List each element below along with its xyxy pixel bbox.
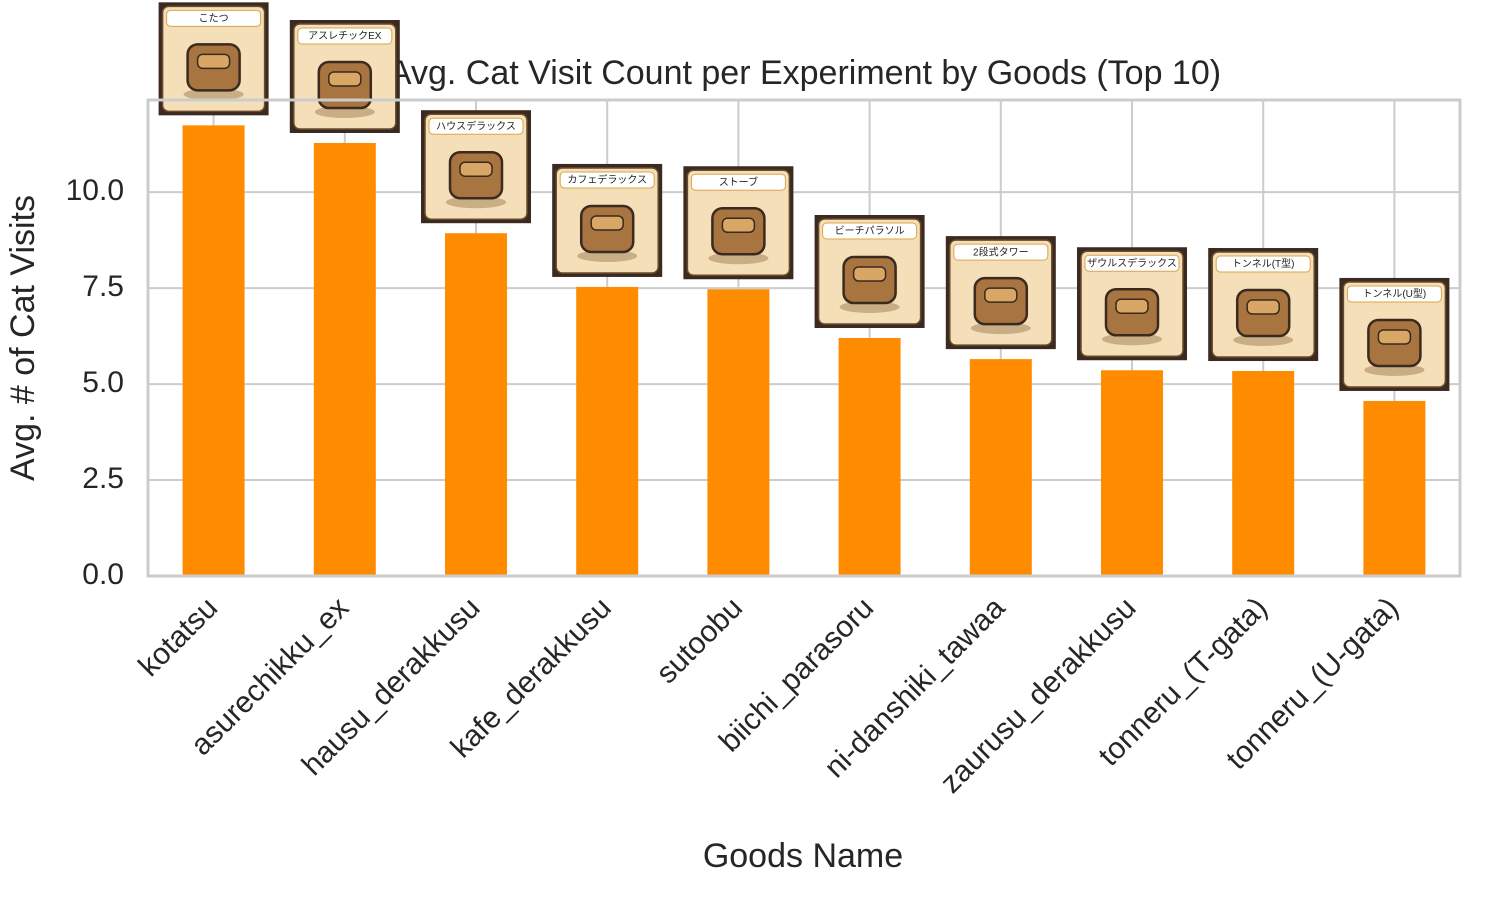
bar — [707, 289, 770, 576]
bar — [1232, 371, 1295, 576]
card-label-box — [690, 173, 786, 191]
card-label-box — [428, 117, 524, 135]
y-tick-label: 5.0 — [82, 366, 124, 399]
card-label: ザウルスデラックス — [1087, 256, 1177, 269]
goods-icon-detail — [1377, 329, 1412, 345]
goods-card: トンネル(U型) — [1339, 277, 1450, 391]
bar — [182, 125, 245, 577]
card-label: こたつ — [199, 12, 229, 24]
card-label-box — [297, 27, 393, 45]
card-label: ビーチパラソル — [835, 225, 905, 237]
x-axis-label: Goods Name — [703, 837, 903, 875]
goods-card: ストーブ — [683, 166, 794, 280]
goods-card: ビーチパラソル — [814, 215, 925, 328]
goods-icon-detail — [459, 161, 493, 177]
card-label-box — [1215, 255, 1311, 273]
bar — [1101, 370, 1163, 576]
bar — [313, 142, 376, 577]
plot-frame — [146, 98, 1462, 578]
goods-card: カフェデラックス — [552, 163, 663, 277]
bar — [1363, 400, 1426, 576]
card-label-box — [953, 243, 1049, 261]
y-tick-label: 7.5 — [82, 270, 124, 303]
goods-card: 2段式タワー — [945, 236, 1056, 350]
goods-card: ザウルスデラックス — [1077, 247, 1187, 361]
card-label-box — [166, 9, 262, 27]
goods-icon-detail — [328, 71, 362, 87]
goods-card: こたつ — [158, 2, 269, 116]
card-label: トンネル(T型) — [1232, 257, 1295, 270]
x-tick-label: sutoobu — [650, 591, 749, 690]
goods-card: トンネル(T型) — [1208, 248, 1319, 362]
card-label-box — [559, 171, 655, 189]
card-label: 2段式タワー — [973, 245, 1029, 258]
card-label-box — [1084, 254, 1180, 272]
y-tick-label: 2.5 — [82, 462, 124, 495]
bar — [969, 359, 1032, 576]
card-label: ハウスデラックス — [436, 119, 516, 132]
bar — [838, 338, 901, 576]
card-label: ストーブ — [719, 175, 758, 188]
card-label: カフェデラックス — [567, 173, 647, 186]
card-label-box — [1346, 285, 1442, 303]
bar — [445, 233, 507, 576]
goods-icon-detail — [1115, 298, 1149, 314]
card-label: アスレチックEX — [308, 30, 382, 42]
goods-card: ハウスデラックス — [421, 110, 531, 224]
y-axis-label: Avg. # of Cat Visits — [4, 195, 42, 481]
chart-title: Avg. Cat Visit Count per Experiment by G… — [389, 54, 1221, 92]
bar — [576, 286, 639, 576]
x-tick-label: kotatsu — [132, 591, 224, 683]
card-label: トンネル(U型) — [1363, 287, 1427, 300]
card-label-box — [822, 222, 918, 240]
goods-card: アスレチックEX — [289, 19, 400, 133]
goods-icon-detail — [590, 215, 624, 231]
goods-icon-detail — [721, 217, 756, 233]
goods-icon-detail — [984, 287, 1018, 303]
goods-icon-detail — [196, 53, 231, 70]
y-tick-label: 10.0 — [66, 174, 124, 207]
goods-icon-detail — [1246, 299, 1280, 315]
goods-icon-detail — [852, 266, 887, 282]
y-tick-label: 0.0 — [82, 558, 124, 591]
